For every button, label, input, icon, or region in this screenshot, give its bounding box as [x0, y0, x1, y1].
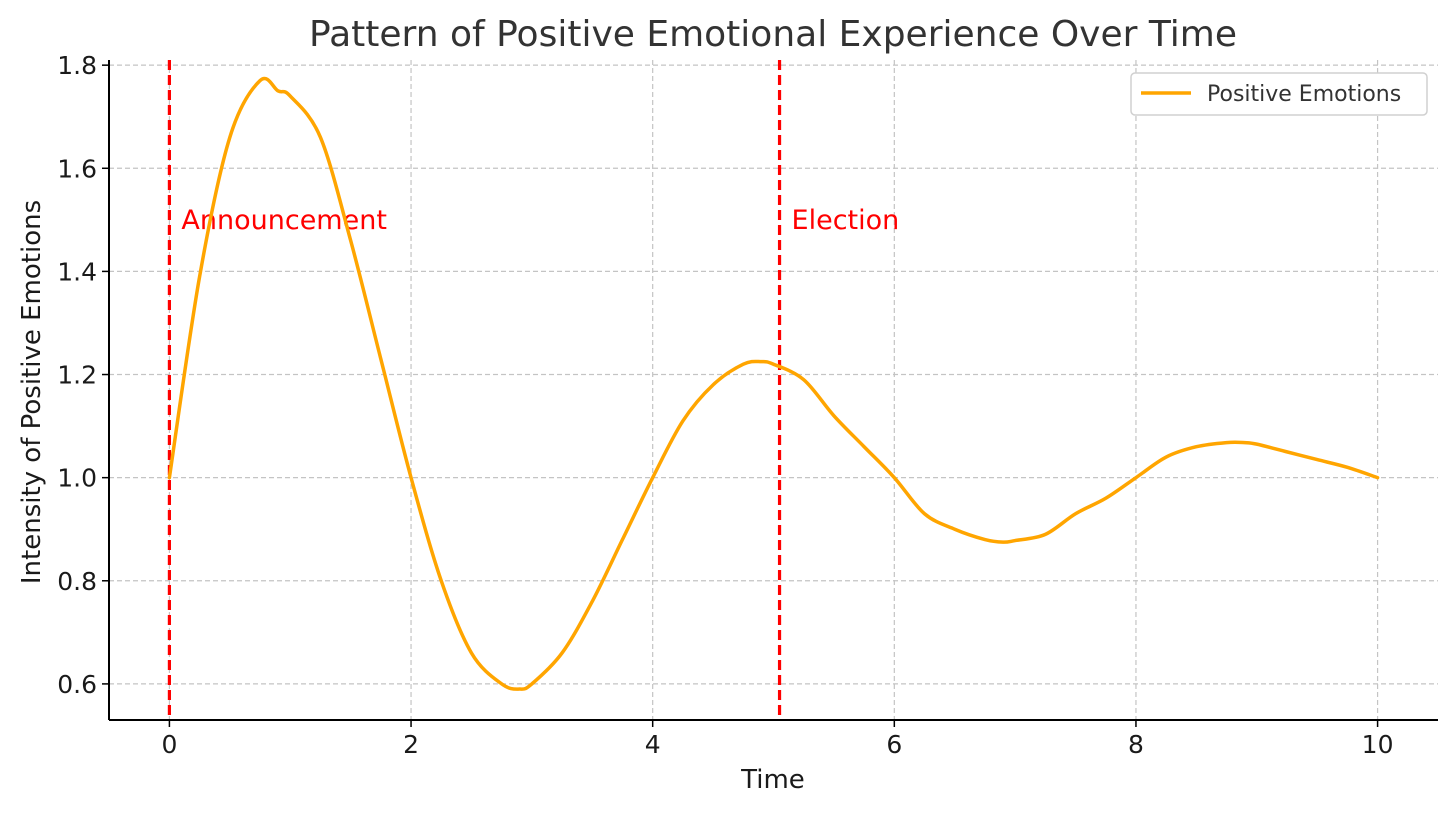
annotation-label-announcement: Announcement — [181, 205, 387, 236]
series-layer — [167, 76, 1380, 691]
axes-layer — [108, 60, 1438, 721]
x-tick-label: 8 — [1128, 730, 1144, 759]
x-axis-title: Time — [740, 765, 805, 795]
x-tick-label: 4 — [645, 730, 661, 759]
y-tick-label: 0.6 — [57, 670, 97, 699]
series-line-positive-emotions — [167, 76, 1380, 691]
y-tick-label: 1.2 — [57, 361, 97, 390]
x-tick-label: 10 — [1362, 730, 1394, 759]
legend-label-positive-emotions: Positive Emotions — [1207, 82, 1401, 107]
y-tick-label: 1.6 — [57, 154, 97, 183]
chart-title: Pattern of Positive Emotional Experience… — [309, 14, 1237, 55]
annotation-lines: Announcement Election — [167, 60, 900, 720]
labels-layer: Pattern of Positive Emotional Experience… — [17, 14, 1237, 795]
y-tick-label: 1.8 — [57, 51, 97, 80]
y-axis-title: Intensity of Positive Emotions — [17, 200, 47, 584]
y-tick-label: 1.0 — [57, 464, 97, 493]
legend: Positive Emotions — [1130, 72, 1428, 116]
grid-layer — [109, 60, 1438, 720]
ticks-layer: 0 2 4 6 8 10 0.6 0.8 1.0 1.2 1.4 1.6 1.8 — [57, 51, 1393, 759]
x-tick-label: 0 — [161, 730, 177, 759]
x-tick-label: 2 — [403, 730, 419, 759]
legend-box — [1130, 72, 1428, 116]
x-tick-label: 6 — [886, 730, 902, 759]
y-tick-label: 0.8 — [57, 567, 97, 596]
y-tick-label: 1.4 — [57, 257, 97, 286]
annotation-label-election: Election — [792, 205, 900, 236]
